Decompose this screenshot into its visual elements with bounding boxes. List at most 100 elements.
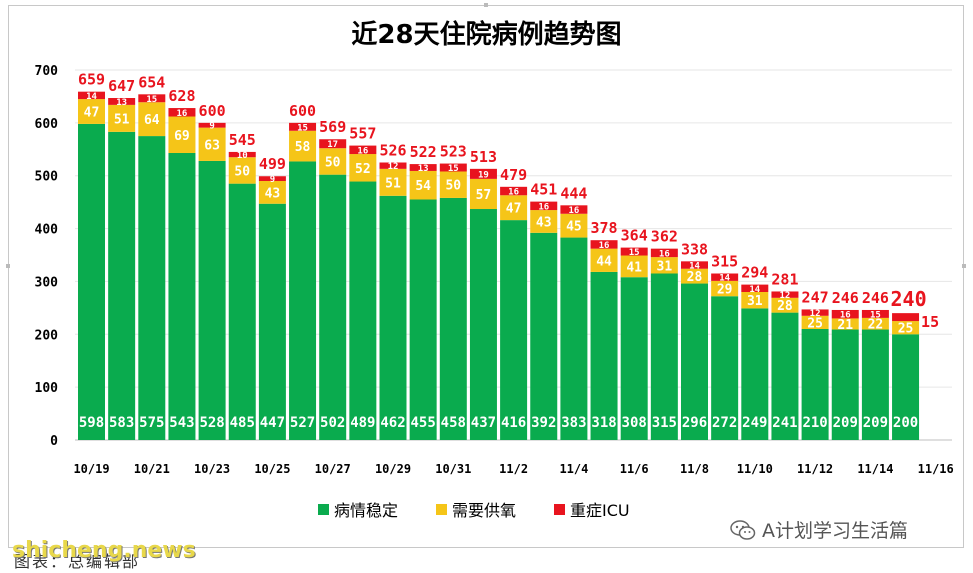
bar-icu — [409, 164, 437, 171]
data-label-total: 654 — [138, 73, 165, 91]
bar-stable — [198, 160, 226, 440]
data-label-icu: 17 — [327, 140, 338, 150]
resize-handle-right[interactable] — [962, 264, 966, 268]
x-tick-label: 11/4 — [559, 462, 588, 476]
data-label-total: 315 — [711, 253, 738, 271]
data-label-total: 364 — [621, 227, 648, 245]
data-label-total: 338 — [681, 240, 708, 258]
data-label-stable: 210 — [802, 415, 827, 431]
bar-icu — [741, 284, 769, 292]
data-label-oxygen: 29 — [717, 283, 733, 298]
x-tick-label: 11/10 — [737, 462, 773, 476]
data-label-stable: 528 — [199, 415, 224, 431]
data-label-stable: 583 — [109, 415, 134, 431]
data-label-icu: 16 — [177, 109, 188, 119]
data-label-stable: 318 — [591, 415, 616, 431]
bar-icu — [681, 261, 708, 269]
data-label-oxygen: 43 — [265, 186, 281, 201]
data-label-icu: 12 — [388, 162, 399, 172]
data-label-oxygen: 50 — [325, 155, 341, 170]
bar-icu — [620, 247, 648, 256]
x-tick-label: 11/2 — [499, 462, 528, 476]
data-label-icu: 16 — [840, 311, 851, 321]
data-label-total: 499 — [259, 155, 286, 173]
data-label-icu: 15 — [870, 310, 881, 320]
data-label-total: 522 — [410, 143, 437, 161]
bar-icu — [831, 309, 859, 319]
data-label-oxygen: 31 — [657, 259, 673, 274]
y-tick-label: 700 — [35, 64, 59, 79]
data-label-oxygen: 47 — [84, 105, 100, 120]
x-tick-label: 11/14 — [857, 462, 893, 476]
bar-oxygen — [741, 292, 769, 309]
data-label-stable: 249 — [742, 415, 767, 431]
bar-oxygen — [228, 157, 256, 184]
bar-stable — [469, 209, 497, 440]
bar-stable — [831, 329, 859, 440]
data-label-stable: 209 — [833, 415, 858, 431]
data-label-oxygen: 51 — [114, 112, 130, 127]
data-label-oxygen: 47 — [506, 202, 522, 217]
data-label-total: 569 — [319, 118, 346, 136]
bar-stable — [78, 123, 105, 441]
data-label-total: 294 — [741, 264, 768, 282]
bar-oxygen — [258, 181, 286, 204]
data-label-total: 451 — [530, 181, 557, 199]
bar-oxygen — [289, 130, 317, 162]
bar-icu — [801, 309, 829, 316]
data-label-icu: 16 — [599, 241, 610, 251]
bar-stable — [289, 161, 317, 440]
bar-icu — [439, 163, 467, 172]
data-label-icu: 15 — [448, 164, 459, 174]
data-label-oxygen: 21 — [837, 318, 853, 333]
bar-icu — [379, 162, 407, 169]
data-label-oxygen: 44 — [596, 254, 612, 269]
data-label-icu: 10 — [237, 151, 248, 161]
bar-icu — [108, 98, 136, 105]
bar-icu — [530, 201, 558, 211]
data-label-icu: 15 — [921, 313, 939, 331]
data-label-total: 647 — [108, 77, 135, 95]
resize-handle-top[interactable] — [484, 3, 488, 7]
legend-label-stable: 病情稳定 — [334, 501, 399, 520]
bar-icu — [319, 139, 347, 149]
data-label-stable: 416 — [501, 415, 526, 431]
data-label-icu: 15 — [297, 123, 308, 133]
bar-stable — [711, 296, 739, 440]
bar-oxygen — [560, 213, 588, 238]
bar-stable — [861, 329, 889, 440]
x-tick-label: 10/31 — [435, 462, 471, 476]
y-tick-label: 300 — [35, 275, 59, 290]
bar-oxygen — [892, 321, 920, 335]
data-label-stable: 392 — [531, 415, 556, 431]
bar-stable — [560, 237, 588, 440]
bar-stable — [349, 181, 377, 440]
y-tick-label: 0 — [50, 434, 58, 449]
data-label-icu: 16 — [357, 146, 368, 156]
data-label-icu: 9 — [209, 122, 214, 132]
bar-stable — [379, 195, 407, 440]
bar-stable — [168, 152, 196, 440]
data-label-total: 378 — [591, 219, 618, 237]
data-label-oxygen: 51 — [385, 176, 401, 191]
data-label-icu: 14 — [749, 285, 760, 295]
resize-handle-left[interactable] — [6, 264, 10, 268]
data-label-icu: 14 — [689, 262, 700, 272]
data-label-total: 281 — [771, 270, 798, 288]
data-label-icu: 13 — [418, 164, 429, 174]
data-label-icu: 16 — [538, 202, 549, 212]
data-label-icu: 9 — [270, 175, 275, 185]
x-tick-label: 10/25 — [254, 462, 290, 476]
data-label-total: 545 — [229, 131, 256, 149]
bar-icu — [650, 248, 678, 258]
bar-oxygen — [168, 116, 196, 153]
bar-oxygen — [620, 255, 648, 278]
data-label-stable: 437 — [471, 415, 496, 431]
bar-oxygen — [801, 315, 829, 329]
bar-stable — [801, 329, 829, 440]
bar-stable — [228, 183, 256, 440]
bar-stable — [620, 277, 648, 440]
bar-oxygen — [108, 104, 136, 132]
bar-oxygen — [650, 257, 678, 274]
bar-stable — [500, 220, 528, 440]
